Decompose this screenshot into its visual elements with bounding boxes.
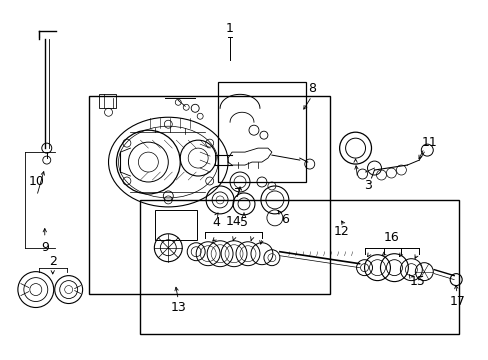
Text: 12: 12: [333, 225, 349, 238]
Text: 9: 9: [41, 241, 49, 254]
Text: 13: 13: [170, 301, 186, 314]
Bar: [140, 200, 458, 334]
Text: 11: 11: [421, 136, 436, 149]
Text: 8: 8: [307, 82, 315, 95]
Bar: [155, 210, 197, 240]
Text: 7: 7: [234, 188, 242, 201]
Text: 4: 4: [212, 216, 220, 229]
Text: 14: 14: [226, 215, 242, 228]
Text: 1: 1: [225, 22, 234, 35]
Text: 5: 5: [240, 216, 247, 229]
Text: 3: 3: [363, 180, 371, 193]
Bar: [99, 94, 116, 108]
Text: 10: 10: [29, 175, 44, 189]
Bar: [218, 82, 305, 182]
Text: 16: 16: [383, 231, 399, 244]
Text: 17: 17: [448, 295, 464, 308]
Text: 2: 2: [49, 255, 57, 268]
Text: 6: 6: [280, 213, 288, 226]
Text: 15: 15: [408, 275, 425, 288]
Bar: [88, 96, 329, 293]
